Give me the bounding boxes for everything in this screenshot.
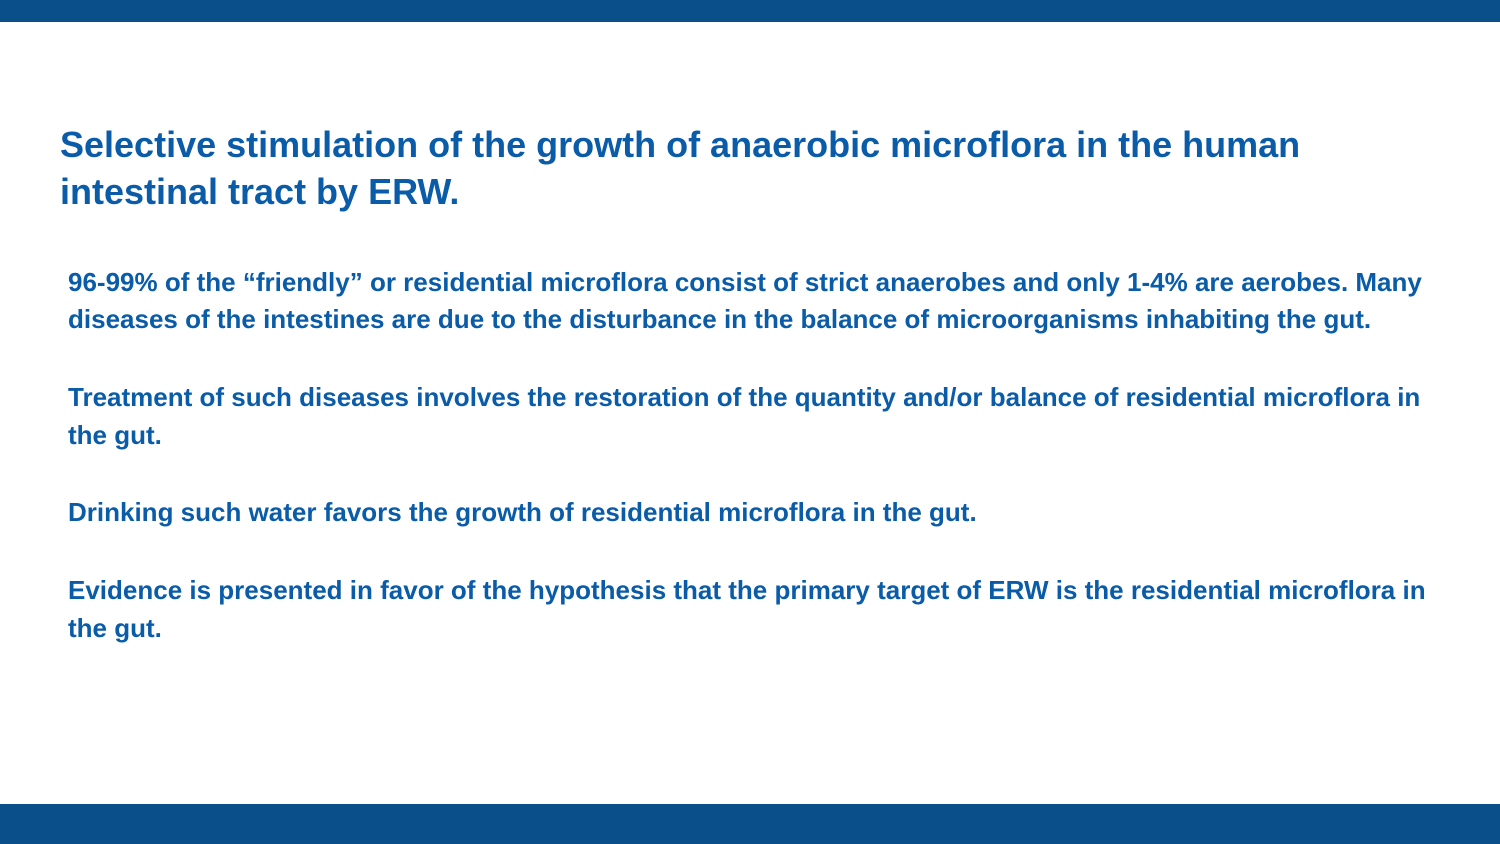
bottom-bar — [0, 804, 1500, 844]
paragraph-1: 96-99% of the “friendly” or residential … — [68, 264, 1440, 339]
slide-title: Selective stimulation of the growth of a… — [60, 122, 1440, 216]
top-bar — [0, 0, 1500, 22]
body-text: 96-99% of the “friendly” or residential … — [60, 264, 1440, 648]
slide-content: Selective stimulation of the growth of a… — [0, 22, 1500, 647]
paragraph-3: Drinking such water favors the growth of… — [68, 494, 1440, 532]
paragraph-2: Treatment of such diseases involves the … — [68, 379, 1440, 454]
paragraph-4: Evidence is presented in favor of the hy… — [68, 572, 1440, 647]
